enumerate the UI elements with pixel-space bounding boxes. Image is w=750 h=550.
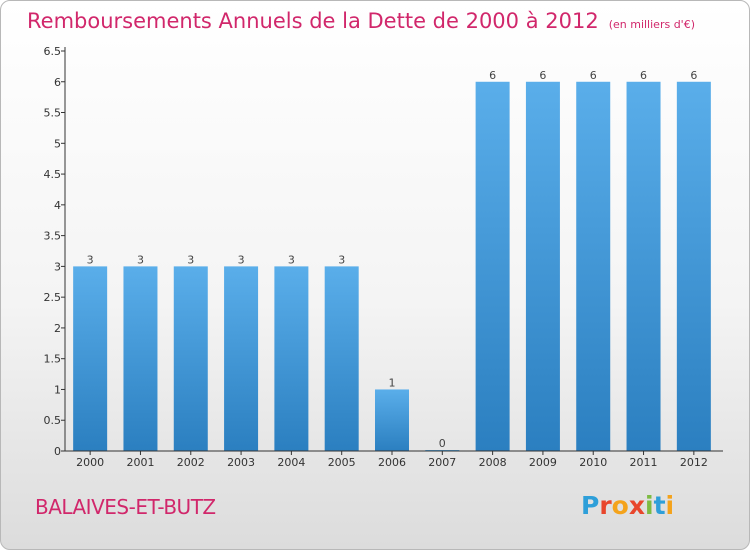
- bar: [525, 81, 560, 452]
- bar: [173, 266, 208, 451]
- bar: [73, 266, 108, 451]
- bar-value-label: 3: [288, 253, 295, 266]
- y-tick-label: 6: [54, 76, 61, 89]
- y-tick-label: 0: [54, 445, 61, 458]
- y-tick-label: 2.5: [44, 291, 62, 304]
- bar: [123, 266, 158, 451]
- bar-value-label: 3: [137, 253, 144, 266]
- logo-letter: x: [628, 491, 645, 520]
- y-tick-label: 3.5: [44, 230, 62, 243]
- bar-value-label: 6: [640, 69, 647, 82]
- logo-letter: r: [599, 491, 612, 520]
- x-tick-label: 2009: [529, 456, 557, 469]
- bar: [676, 81, 711, 452]
- x-tick-label: 2006: [378, 456, 406, 469]
- proxiti-logo[interactable]: Proxiti: [581, 491, 674, 520]
- bar-value-label: 6: [590, 69, 597, 82]
- x-tick-label: 2000: [76, 456, 104, 469]
- bar-value-label: 3: [87, 253, 94, 266]
- title-unit: (en milliers d'€): [608, 18, 695, 31]
- y-tick-label: 1: [54, 383, 61, 396]
- logo-letter: o: [611, 491, 629, 520]
- x-tick-label: 2011: [630, 456, 658, 469]
- y-tick-label: 0.5: [44, 414, 62, 427]
- y-tick-label: 4: [54, 199, 61, 212]
- y-axis: 0 0.5 1 1.5 2 2.5 3 3.5 4 4.5 5 5.5 6 6.5: [44, 45, 66, 458]
- x-axis: 2000 2001 2002 2003 2004 2005 2006 2007 2008 2009…: [65, 450, 723, 469]
- bar: [475, 81, 510, 452]
- bar-value-label: 3: [238, 253, 245, 266]
- x-tick-label: 2003: [227, 456, 255, 469]
- x-tick-label: 2002: [177, 456, 205, 469]
- bar-value-label: 1: [389, 376, 396, 389]
- bar: [274, 266, 309, 451]
- bar: [224, 266, 259, 451]
- y-tick-label: 1.5: [44, 353, 62, 366]
- y-tick-label: 2: [54, 322, 61, 335]
- bar-value-label: 3: [338, 253, 345, 266]
- commune-name: BALAIVES-ET-BUTZ: [35, 495, 216, 519]
- logo-letter: P: [581, 491, 600, 520]
- bar-value-label: 6: [489, 69, 496, 82]
- title-text: Remboursements Annuels de la Dette de 20…: [27, 9, 599, 33]
- bar: [576, 81, 611, 452]
- y-tick-label: 5: [54, 137, 61, 150]
- x-tick-label: 2010: [579, 456, 607, 469]
- chart-title: Remboursements Annuels de la Dette de 20…: [27, 9, 695, 33]
- bar-value-label: 6: [690, 69, 697, 82]
- bar: [324, 266, 359, 451]
- bar-value-label: 6: [539, 69, 546, 82]
- logo-letter: i: [665, 491, 675, 520]
- x-tick-label: 2005: [328, 456, 356, 469]
- bar: [626, 81, 661, 452]
- x-tick-label: 2012: [680, 456, 708, 469]
- bar-value-label: 0: [439, 437, 446, 450]
- y-tick-label: 4.5: [44, 168, 62, 181]
- y-tick-label: 6.5: [44, 45, 62, 58]
- bars: 3 3 3 3 3 3 1 0 6 6 6 6 6: [73, 69, 711, 452]
- y-tick-label: 3: [54, 260, 61, 273]
- x-tick-label: 2004: [277, 456, 305, 469]
- logo-letter: t: [653, 491, 666, 520]
- bar-value-label: 3: [187, 253, 194, 266]
- x-tick-label: 2007: [428, 456, 456, 469]
- y-tick-label: 5.5: [44, 107, 62, 120]
- x-tick-label: 2001: [126, 456, 154, 469]
- x-tick-label: 2008: [479, 456, 507, 469]
- logo-letter: i: [645, 491, 654, 520]
- bar: [375, 389, 409, 451]
